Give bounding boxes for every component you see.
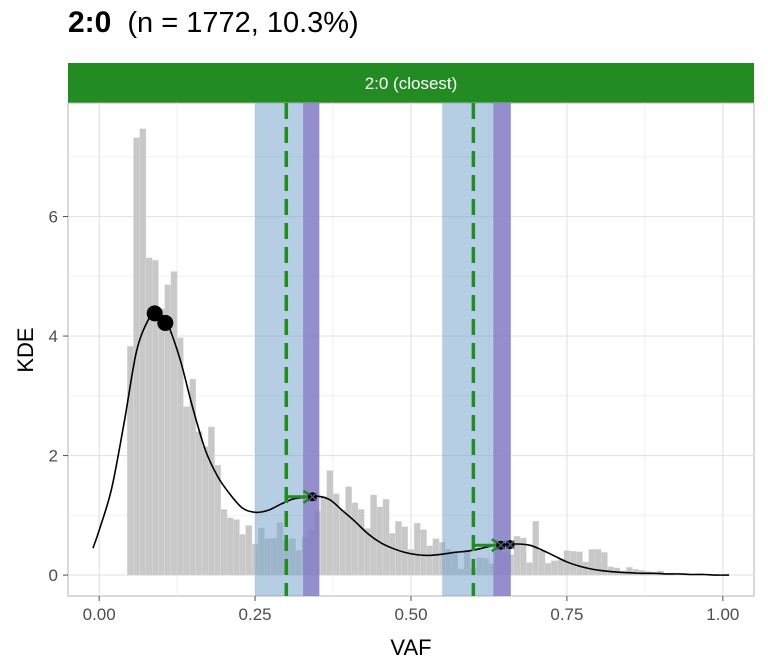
histogram-bar xyxy=(370,494,377,576)
histogram-bar xyxy=(176,337,184,576)
peak-points xyxy=(146,305,515,550)
title-main: 2:0 xyxy=(68,6,112,39)
title-subtitle: (n = 1772, 10.3%) xyxy=(127,7,359,39)
histogram-bar xyxy=(145,257,153,576)
histogram-bar xyxy=(513,536,521,576)
histogram-bar xyxy=(388,533,396,576)
histogram-bar xyxy=(551,560,558,576)
histogram-bar xyxy=(245,525,253,576)
histogram-bar xyxy=(432,538,440,576)
histogram-bar xyxy=(401,526,409,576)
histogram-bar xyxy=(557,559,564,576)
histogram-bar xyxy=(170,271,178,576)
histogram-bar xyxy=(233,519,240,576)
histogram-bar xyxy=(594,549,602,576)
density-curve-group xyxy=(92,312,730,576)
histogram-bar xyxy=(413,522,421,576)
expected-bands xyxy=(255,103,511,596)
histogram-bar xyxy=(183,406,190,576)
x-tick-label: 0.50 xyxy=(394,605,427,624)
histogram-bar xyxy=(339,509,346,576)
histogram-bar xyxy=(601,552,608,576)
y-tick-label: 4 xyxy=(49,327,58,346)
peak-marker-cross xyxy=(505,540,515,550)
histogram-bar xyxy=(382,498,390,576)
histogram-bar xyxy=(395,521,402,576)
histogram-bar xyxy=(544,562,552,576)
histogram-bar xyxy=(351,502,359,576)
histogram-bar xyxy=(326,470,334,576)
histogram-bar xyxy=(345,486,352,576)
peak-marker-cross xyxy=(496,540,506,550)
facet-strip xyxy=(68,63,754,103)
y-tick-label: 2 xyxy=(49,447,58,466)
histogram-bar xyxy=(320,496,328,576)
histogram-bar xyxy=(426,545,434,576)
x-tick-label: 0.25 xyxy=(239,605,272,624)
histogram-bar xyxy=(357,509,365,576)
histogram-bar xyxy=(420,529,427,576)
overlap-band xyxy=(303,103,320,596)
x-axis-ticks: 0.00 0.25 0.50 0.75 1.00 xyxy=(83,596,739,624)
peak-point xyxy=(157,314,174,331)
histogram-bar xyxy=(158,308,165,576)
histogram-bar xyxy=(226,517,234,576)
histogram-bar xyxy=(632,568,639,576)
histogram-bar xyxy=(239,534,246,576)
chart-title: 2:0 (n = 1772, 10.3%) xyxy=(68,6,359,46)
histogram-bar xyxy=(588,549,596,576)
histogram-bar xyxy=(538,550,546,576)
peak-marker-cross xyxy=(307,492,317,502)
histogram xyxy=(127,128,677,576)
x-tick-label: 1.00 xyxy=(706,605,739,624)
histogram-bar xyxy=(220,509,228,576)
reference-lines xyxy=(284,103,476,596)
histogram-bar xyxy=(625,567,633,576)
histogram-bar xyxy=(133,137,140,576)
facet-strip-label: 2:0 (closest) xyxy=(365,74,458,93)
histogram-bar xyxy=(139,128,147,576)
x-tick-label: 0.00 xyxy=(83,605,116,624)
peak-point xyxy=(146,305,163,322)
y-axis-ticks: 0 2 4 6 xyxy=(49,208,68,585)
histogram-bar xyxy=(208,426,215,576)
y-axis-title: KDE xyxy=(13,327,38,372)
histogram-bar xyxy=(195,431,203,576)
density-curve xyxy=(92,312,730,576)
histogram-bar xyxy=(519,537,527,576)
x-axis-title: VAF xyxy=(390,635,431,660)
histogram-bar xyxy=(201,446,209,576)
histogram-bar xyxy=(576,551,583,576)
y-tick-label: 0 xyxy=(49,566,58,585)
x-tick-label: 0.75 xyxy=(550,605,583,624)
overlap-band xyxy=(493,103,511,596)
y-tick-label: 6 xyxy=(49,208,58,227)
histogram-bar xyxy=(526,562,533,576)
